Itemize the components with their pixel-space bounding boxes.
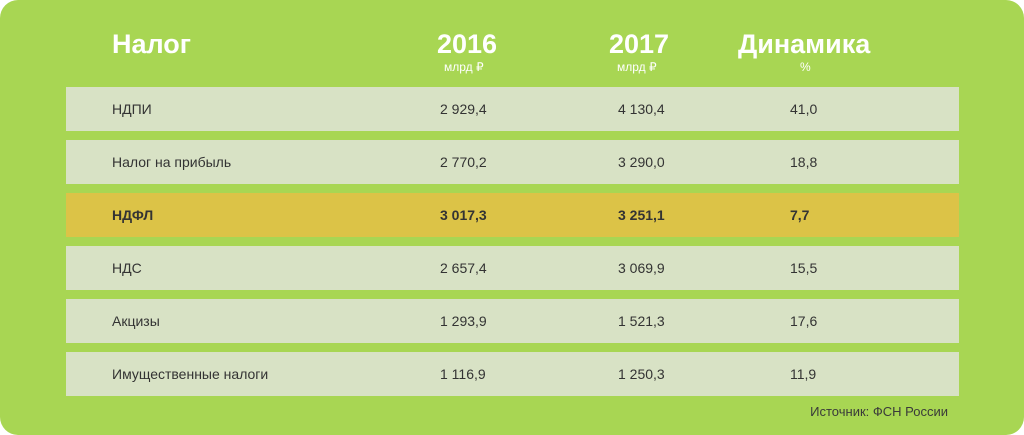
table-row: НДС 2 657,4 3 069,9 15,5 (66, 246, 959, 290)
tax-name: НДПИ (112, 101, 152, 117)
table-row: Акцизы 1 293,9 1 521,3 17,6 (66, 299, 959, 343)
value-2016: 3 017,3 (440, 207, 487, 223)
value-2016: 2 770,2 (440, 154, 487, 170)
tax-name: Акцизы (112, 313, 160, 329)
value-2016: 1 116,9 (440, 366, 486, 382)
header-2016-unit: млрд ₽ (444, 60, 484, 74)
tax-name: НДФЛ (112, 207, 154, 223)
value-2017: 3 251,1 (618, 207, 665, 223)
value-change: 7,7 (790, 207, 810, 223)
tax-name: Имущественные налоги (112, 366, 269, 382)
value-change: 11,9 (790, 366, 817, 382)
header-tax: Налог (112, 29, 192, 59)
value-2017: 4 130,4 (618, 101, 665, 117)
value-2016: 2 657,4 (440, 260, 487, 276)
table-row: НДПИ 2 929,4 4 130,4 41,0 (66, 87, 959, 131)
tax-name: Налог на прибыль (112, 154, 232, 170)
table-row-highlighted: НДФЛ 3 017,3 3 251,1 7,7 (66, 193, 959, 237)
source-note: Источник: ФСН России (810, 404, 948, 419)
value-2017: 1 521,3 (618, 313, 665, 329)
table-row: Налог на прибыль 2 770,2 3 290,0 18,8 (66, 140, 959, 184)
tax-name: НДС (112, 260, 142, 276)
header-2016: 2016 (437, 29, 498, 59)
value-2017: 1 250,3 (618, 366, 665, 382)
value-2017: 3 290,0 (618, 154, 665, 170)
header-change-unit: % (800, 60, 811, 74)
value-2016: 2 929,4 (440, 101, 487, 117)
header-change: Динамика (738, 29, 871, 59)
header-2017-unit: млрд ₽ (617, 60, 657, 74)
header-2017: 2017 (609, 29, 670, 59)
value-change: 18,8 (790, 154, 818, 170)
value-change: 15,5 (790, 260, 818, 276)
value-change: 17,6 (790, 313, 818, 329)
value-change: 41,0 (790, 101, 818, 117)
table-row: Имущественные налоги 1 116,9 1 250,3 11,… (66, 352, 959, 396)
value-2017: 3 069,9 (618, 260, 665, 276)
value-2016: 1 293,9 (440, 313, 487, 329)
